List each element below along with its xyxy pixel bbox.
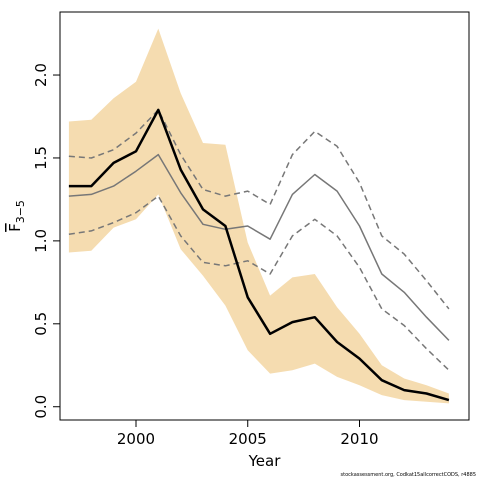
y-axis-title-sub: 3−5 xyxy=(14,200,27,223)
plot-frame xyxy=(59,11,470,421)
y-tick-label: 0.0 xyxy=(32,395,50,419)
confidence-band-area xyxy=(68,28,449,404)
x-axis-title: Year xyxy=(248,452,282,470)
x-axis: 2000 2005 2010 xyxy=(117,420,379,448)
confidence-band xyxy=(68,28,449,404)
series-line-estimate xyxy=(68,108,450,402)
x-tick-label: 2000 xyxy=(117,430,155,448)
svg-text:F3−5: F3−5 xyxy=(6,200,27,232)
credit-text: stockassessment.org, Codkat15allcorrectC… xyxy=(341,472,476,478)
y-tick-label: 0.5 xyxy=(32,312,50,336)
series-line-other-estimate xyxy=(68,153,450,341)
y-tick-label: 2.0 xyxy=(32,63,50,87)
series-lines xyxy=(68,108,450,402)
x-tick-label: 2005 xyxy=(229,430,267,448)
y-tick-label: 1.5 xyxy=(32,146,50,170)
x-tick-label: 2010 xyxy=(340,430,378,448)
series-line-other-lower xyxy=(68,195,450,371)
y-axis: 0.0 0.5 1.0 1.5 2.0 xyxy=(32,63,60,419)
y-axis-title-main: F xyxy=(6,223,24,232)
y-tick-label: 1.0 xyxy=(32,229,50,253)
y-axis-title: F3−5 xyxy=(6,200,27,232)
